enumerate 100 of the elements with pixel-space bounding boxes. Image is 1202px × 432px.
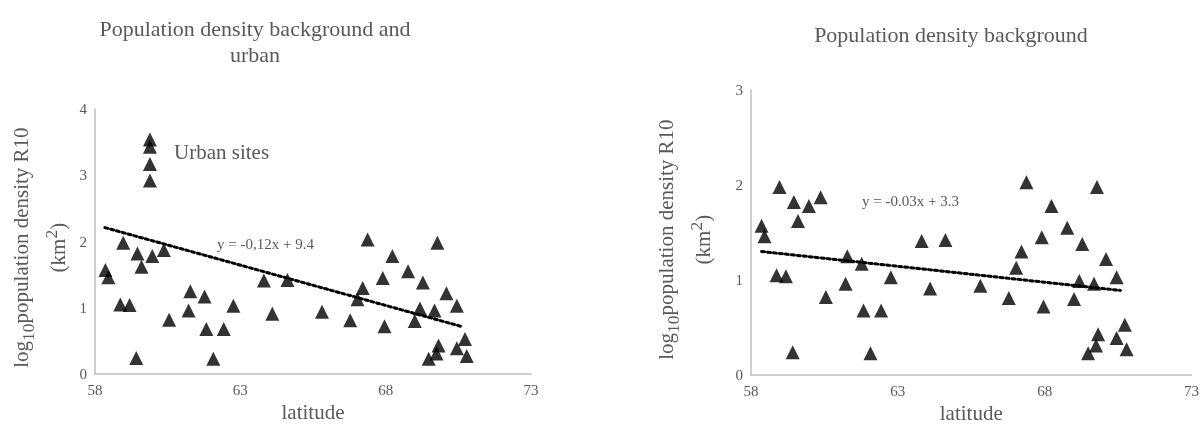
point (854, 256, 869, 271)
point (122, 298, 137, 313)
point (801, 198, 816, 213)
point (1109, 330, 1124, 345)
point (856, 303, 871, 318)
point (1060, 220, 1075, 235)
x-tick-label: 68 (378, 381, 394, 398)
point (360, 232, 375, 247)
y-tick-label: 3 (79, 167, 87, 184)
point (790, 214, 805, 229)
point (265, 306, 280, 321)
point (385, 249, 400, 264)
point (1117, 317, 1132, 332)
point (874, 303, 889, 318)
point (431, 338, 446, 353)
point (407, 314, 422, 328)
point (818, 290, 833, 305)
point (142, 132, 157, 147)
point (785, 345, 800, 360)
point (1089, 179, 1104, 194)
point (206, 351, 221, 366)
point (883, 270, 898, 285)
point (1081, 346, 1096, 361)
x-tick-label: 63 (232, 381, 248, 398)
point (973, 278, 988, 293)
chart-title: Population density background and urban (98, 16, 412, 68)
y-tick-label: 1 (735, 272, 743, 288)
point (449, 298, 464, 313)
point (1091, 327, 1106, 342)
point (1009, 260, 1024, 275)
chart-title: Population density background (813, 22, 1089, 48)
point (923, 281, 938, 296)
point (415, 275, 430, 290)
x-tick-label: 73 (1184, 382, 1199, 399)
point (162, 312, 177, 327)
point (1099, 252, 1114, 267)
point (449, 341, 464, 356)
y-tick-label: 1 (79, 299, 87, 316)
point (421, 351, 436, 366)
point (813, 190, 828, 205)
point (142, 173, 157, 188)
point (116, 235, 131, 250)
annotation: y = -0,12x + 9.4 (217, 236, 315, 252)
point (1019, 175, 1034, 190)
y-tick-label: 3 (735, 82, 743, 98)
point (1014, 244, 1029, 259)
point (355, 280, 370, 295)
y-tick-label: 2 (735, 177, 743, 193)
point (181, 303, 196, 318)
point (142, 156, 157, 171)
point (863, 346, 878, 361)
point (129, 351, 144, 366)
x-tick-label: 58 (87, 381, 103, 398)
point (315, 304, 330, 319)
point (101, 270, 116, 285)
point (786, 195, 801, 210)
point (1075, 236, 1090, 251)
point (343, 313, 358, 328)
point (197, 289, 212, 304)
point (1067, 292, 1082, 306)
x-axis-title: latitude (281, 400, 345, 425)
point (156, 243, 171, 258)
point (430, 235, 445, 250)
point (1109, 270, 1124, 285)
point (1001, 291, 1016, 306)
annotation: Urban sites (174, 140, 270, 164)
point (1119, 342, 1134, 357)
x-axis-title: latitude (939, 401, 1003, 426)
y-tick-label: 2 (79, 233, 87, 250)
point (216, 321, 231, 336)
point (226, 298, 241, 313)
point (1034, 230, 1049, 245)
point (1036, 299, 1051, 314)
point (458, 331, 473, 346)
x-tick-label: 68 (1037, 382, 1053, 399)
point (838, 276, 853, 291)
point (914, 234, 929, 249)
x-tick-label: 63 (890, 382, 906, 399)
point (377, 319, 392, 334)
point (757, 229, 772, 244)
point (427, 303, 442, 318)
point (459, 349, 474, 364)
point (439, 286, 454, 301)
point (754, 218, 769, 233)
y-tick-label: 0 (79, 366, 87, 382)
point (778, 269, 793, 284)
point (130, 246, 145, 261)
y-tick-label: 0 (735, 367, 743, 383)
x-tick-label: 73 (523, 381, 539, 398)
point (134, 259, 149, 274)
point (375, 270, 390, 285)
point (256, 273, 271, 288)
y-tick-label: 4 (79, 101, 88, 117)
point (183, 284, 198, 299)
point (1044, 198, 1059, 213)
point (772, 179, 787, 194)
point (938, 233, 953, 248)
point (145, 249, 160, 264)
point (401, 264, 416, 279)
point (1089, 338, 1104, 353)
